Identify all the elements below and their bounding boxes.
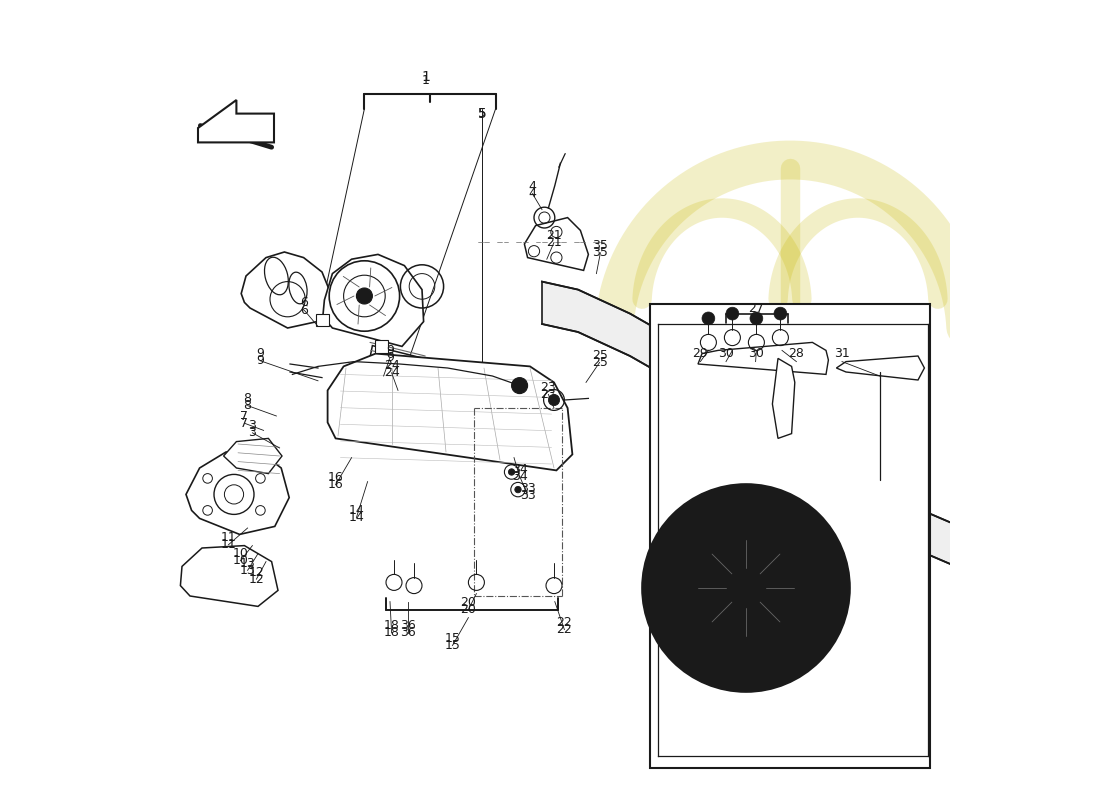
- Polygon shape: [542, 282, 954, 566]
- Polygon shape: [525, 218, 588, 270]
- Text: 30: 30: [748, 347, 763, 360]
- Text: 1: 1: [422, 74, 430, 86]
- Text: 15: 15: [444, 639, 460, 652]
- Bar: [650, 304, 930, 768]
- Text: 30: 30: [718, 347, 734, 360]
- Text: 11: 11: [220, 531, 236, 544]
- Text: 12: 12: [249, 566, 264, 578]
- Text: 34: 34: [512, 470, 528, 483]
- Polygon shape: [328, 354, 572, 470]
- Text: 36: 36: [399, 626, 416, 639]
- Text: 16: 16: [328, 478, 343, 491]
- Text: 7: 7: [241, 417, 249, 430]
- Circle shape: [666, 508, 826, 668]
- Text: 8: 8: [243, 392, 252, 405]
- Text: 12: 12: [249, 573, 264, 586]
- Text: 13: 13: [240, 564, 255, 577]
- Text: 13: 13: [240, 557, 255, 570]
- Text: 3: 3: [249, 419, 256, 432]
- Circle shape: [730, 572, 762, 604]
- Polygon shape: [223, 438, 282, 474]
- Text: 24: 24: [384, 359, 399, 372]
- Text: 25: 25: [592, 349, 607, 362]
- Text: 10: 10: [232, 547, 249, 560]
- Text: 6: 6: [300, 304, 308, 317]
- Text: 27: 27: [748, 302, 763, 314]
- Text: 33: 33: [519, 482, 536, 494]
- Text: 25: 25: [592, 356, 607, 369]
- Text: 9: 9: [386, 344, 394, 357]
- Polygon shape: [322, 254, 424, 346]
- Text: 14: 14: [349, 511, 364, 524]
- Text: 16: 16: [328, 471, 343, 484]
- Polygon shape: [180, 546, 278, 606]
- Text: 8: 8: [243, 399, 252, 412]
- Text: 31: 31: [834, 347, 850, 360]
- Text: 9: 9: [256, 347, 264, 360]
- Polygon shape: [836, 356, 924, 380]
- Text: 18: 18: [384, 619, 399, 632]
- Text: parts since 1985: parts since 1985: [746, 428, 898, 532]
- Circle shape: [549, 394, 560, 406]
- Text: 21: 21: [546, 229, 562, 242]
- Circle shape: [642, 484, 850, 692]
- Text: 23: 23: [540, 388, 557, 401]
- Circle shape: [702, 312, 715, 325]
- Text: a parts for: a parts for: [672, 410, 780, 486]
- Text: 20: 20: [461, 596, 476, 609]
- Text: 20: 20: [461, 603, 476, 616]
- Circle shape: [774, 307, 786, 320]
- Text: 33: 33: [519, 489, 536, 502]
- Text: 34: 34: [512, 463, 528, 476]
- Text: 18: 18: [384, 626, 399, 639]
- Polygon shape: [241, 252, 332, 328]
- Text: 4: 4: [528, 180, 537, 193]
- Text: 23: 23: [540, 381, 557, 394]
- Text: 36: 36: [399, 619, 416, 632]
- Circle shape: [512, 378, 528, 394]
- Polygon shape: [366, 346, 428, 418]
- Text: 9: 9: [386, 351, 394, 364]
- Circle shape: [508, 469, 515, 475]
- Text: 5: 5: [478, 107, 486, 120]
- Circle shape: [738, 580, 754, 596]
- Text: 4: 4: [528, 187, 537, 200]
- Bar: [317, 314, 329, 326]
- Text: 3: 3: [249, 426, 256, 439]
- Text: 11: 11: [220, 538, 236, 551]
- Text: 21: 21: [546, 236, 562, 249]
- Text: 7: 7: [241, 410, 249, 422]
- Bar: [375, 340, 387, 353]
- Polygon shape: [698, 342, 828, 374]
- Circle shape: [750, 312, 762, 325]
- Text: 35: 35: [593, 239, 608, 252]
- Text: 10: 10: [232, 554, 249, 567]
- Text: 22: 22: [557, 616, 572, 629]
- Polygon shape: [198, 100, 274, 142]
- Text: 24: 24: [384, 366, 399, 379]
- Text: 14: 14: [349, 504, 364, 517]
- Polygon shape: [772, 358, 795, 438]
- Circle shape: [515, 486, 521, 493]
- Circle shape: [726, 307, 739, 320]
- Text: 5: 5: [477, 107, 486, 122]
- Text: 6: 6: [300, 296, 308, 309]
- Text: 9: 9: [256, 354, 264, 367]
- Text: 28: 28: [789, 347, 804, 360]
- Text: 1: 1: [421, 70, 430, 84]
- Circle shape: [356, 288, 373, 304]
- Text: 29: 29: [693, 347, 708, 360]
- Text: 22: 22: [557, 623, 572, 636]
- Text: 15: 15: [444, 632, 460, 645]
- Polygon shape: [186, 452, 289, 534]
- Text: 35: 35: [593, 246, 608, 259]
